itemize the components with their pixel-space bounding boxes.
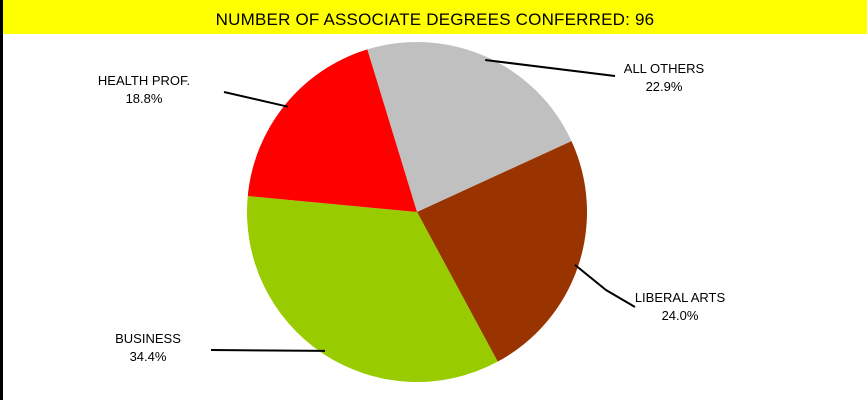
leader-line-all-others [485, 59, 616, 77]
leader-line-health-prof [223, 91, 289, 108]
slice-label-business: BUSINESS [115, 331, 181, 346]
pie-slice-health-prof [247, 49, 417, 213]
pie-slice-business [246, 196, 498, 382]
chart-title: NUMBER OF ASSOCIATE DEGREES CONFERRED: 9… [215, 10, 655, 29]
pie-slice-all-others [367, 42, 572, 212]
slice-label-liberal-arts: LIBERAL ARTS [635, 290, 726, 305]
leader-line-liberal-arts [574, 264, 636, 308]
title-banner: NUMBER OF ASSOCIATE DEGREES CONFERRED: 9… [3, 0, 867, 34]
leader-line-business [210, 349, 326, 352]
slice-value-liberal-arts: 24.0% [662, 308, 699, 323]
pie-chart: ALL OTHERS 22.9% LIBERAL ARTS 24.0% BUSINESS… [98, 42, 726, 382]
slice-value-health-prof: 18.8% [126, 91, 163, 106]
slice-label-all-others: ALL OTHERS [624, 61, 705, 76]
slice-value-all-others: 22.9% [646, 79, 683, 94]
slice-value-business: 34.4% [130, 349, 167, 364]
pie-slice-liberal-arts [417, 141, 588, 362]
slice-label-health-prof: HEALTH PROF. [98, 73, 190, 88]
